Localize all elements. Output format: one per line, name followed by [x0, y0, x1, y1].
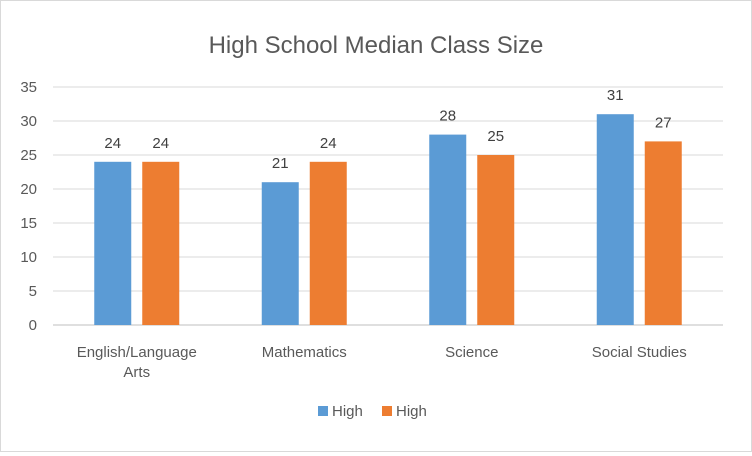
legend-swatch: [382, 406, 392, 416]
bar: [596, 114, 634, 325]
x-tick-label: Science: [445, 344, 498, 361]
data-label: 31: [607, 87, 624, 104]
legend-swatch: [318, 406, 328, 416]
data-label: 28: [439, 108, 456, 125]
y-tick-label: 30: [20, 113, 37, 130]
data-label: 21: [272, 155, 289, 172]
x-tick-label: English/Language: [77, 344, 197, 361]
data-label: 24: [320, 135, 337, 152]
legend: High High: [318, 403, 427, 420]
y-tick-label: 10: [20, 249, 37, 266]
legend-label: High: [332, 403, 363, 420]
legend-label: High: [396, 403, 427, 420]
x-tick-label: Arts: [123, 364, 150, 381]
bar: [261, 182, 299, 325]
chart-title: High School Median Class Size: [209, 32, 544, 59]
bar: [477, 155, 515, 325]
x-tick-label: Social Studies: [592, 344, 687, 361]
x-axis: English/Language Arts Mathematics Science So…: [77, 344, 687, 381]
bar: [309, 161, 347, 325]
data-label: 24: [152, 135, 169, 152]
y-tick-label: 20: [20, 181, 37, 198]
y-tick-label: 25: [20, 147, 37, 164]
bar: [644, 141, 682, 325]
y-tick-label: 15: [20, 215, 37, 232]
data-label: 25: [487, 128, 504, 145]
y-tick-label: 5: [29, 283, 37, 300]
y-axis: 0 5 10 15 20 25 30 35: [20, 79, 37, 334]
y-tick-label: 35: [20, 79, 37, 96]
data-label: 24: [104, 135, 121, 152]
y-tick-label: 0: [29, 317, 37, 334]
bar: [94, 161, 132, 325]
bar: [429, 134, 467, 325]
data-label: 27: [655, 114, 672, 131]
bars: 24 24 21 24 28 25 31 27: [94, 87, 682, 325]
bar: [142, 161, 180, 325]
x-tick-label: Mathematics: [262, 344, 347, 361]
